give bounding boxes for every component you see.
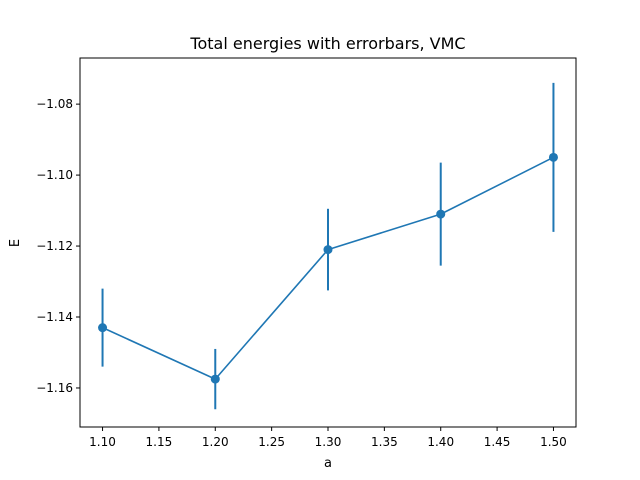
y-tick-label: −1.08 <box>36 97 73 111</box>
y-axis-ticks: −1.16 −1.14 −1.12 −1.10 −1.08 <box>36 97 80 395</box>
y-tick-label: −1.10 <box>36 168 73 182</box>
x-tick-label: 1.15 <box>146 435 173 449</box>
y-tick-label: −1.16 <box>36 381 73 395</box>
data-point <box>548 152 558 162</box>
y-tick-label: −1.12 <box>36 239 73 253</box>
data-point <box>210 374 220 384</box>
x-tick-label: 1.20 <box>202 435 229 449</box>
y-tick-label: −1.14 <box>36 310 73 324</box>
data-point <box>98 323 108 333</box>
x-tick-label: 1.10 <box>89 435 116 449</box>
x-axis-ticks: 1.10 1.15 1.20 1.25 1.30 1.35 1.40 1.45 1.50 <box>89 427 567 449</box>
x-tick-label: 1.35 <box>371 435 398 449</box>
x-tick-label: 1.40 <box>427 435 454 449</box>
data-point <box>436 209 446 219</box>
x-tick-label: 1.50 <box>540 435 567 449</box>
plot-area: 1.10 1.15 1.20 1.25 1.30 1.35 1.40 1.45 1.50 −1.… <box>36 57 577 449</box>
x-tick-label: 1.30 <box>315 435 342 449</box>
x-tick-label: 1.45 <box>484 435 511 449</box>
chart-title: Total energies with errorbars, VMC <box>189 34 465 53</box>
y-axis-label: E <box>8 239 23 247</box>
x-tick-label: 1.25 <box>258 435 285 449</box>
data-point <box>323 245 333 255</box>
data-series <box>98 82 558 410</box>
x-axis-label: a <box>324 456 332 471</box>
